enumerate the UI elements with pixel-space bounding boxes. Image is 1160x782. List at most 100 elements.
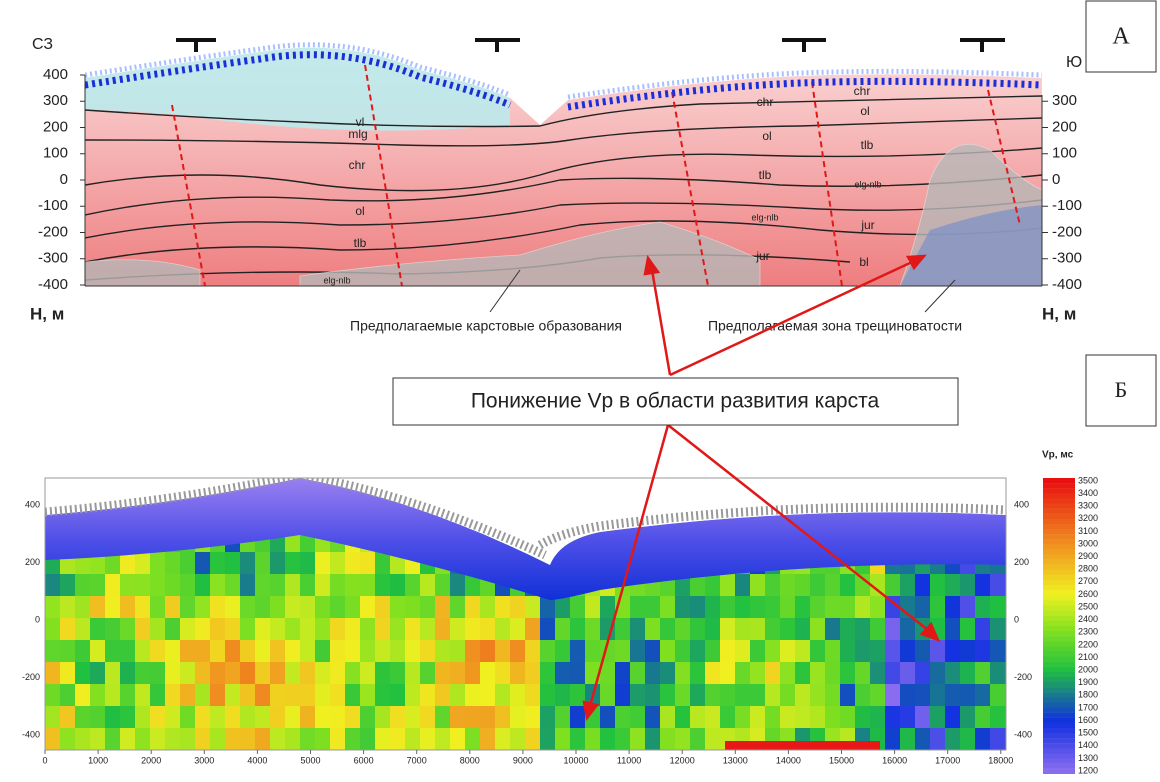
velocity-cell <box>930 684 946 707</box>
velocity-cell <box>915 640 931 663</box>
velocity-cell <box>315 706 331 729</box>
colorbar-cell <box>1043 590 1075 596</box>
velocity-cell <box>195 618 211 641</box>
velocity-cell <box>900 662 916 685</box>
velocity-cell <box>615 684 631 707</box>
colorbar-cell <box>1043 738 1075 744</box>
colorbar-cell <box>1043 712 1075 718</box>
section-a <box>85 42 1042 286</box>
velocity-cell <box>450 706 466 729</box>
y-tick-label: 400 <box>43 66 68 83</box>
colorbar-tick-label: 2600 <box>1078 589 1098 599</box>
y-tick-label: -200 <box>38 223 68 240</box>
velocity-cell <box>735 662 751 685</box>
velocity-cell <box>105 684 121 707</box>
colorbar-cell <box>1043 676 1075 683</box>
velocity-cell <box>195 684 211 707</box>
velocity-cell <box>75 618 91 641</box>
colorbar-cell <box>1043 498 1075 504</box>
colorbar-cell <box>1043 529 1075 535</box>
velocity-cell <box>120 684 136 707</box>
velocity-cell <box>705 596 721 619</box>
velocity-cell <box>900 640 916 663</box>
colorbar-cell <box>1043 733 1075 739</box>
velocity-cell <box>450 574 466 597</box>
velocity-cell <box>255 728 271 750</box>
velocity-cell <box>615 662 631 685</box>
velocity-cell <box>120 640 136 663</box>
panel-label-box <box>1085 0 1157 73</box>
velocity-cell <box>465 684 481 707</box>
velocity-cell <box>180 552 196 575</box>
velocity-cell <box>195 596 211 619</box>
velocity-cell <box>390 684 406 707</box>
velocity-cell <box>330 552 346 575</box>
x-tick-label: 12000 <box>670 755 695 765</box>
velocity-cell <box>615 728 631 750</box>
velocity-cell <box>855 662 871 685</box>
velocity-cell <box>630 684 646 707</box>
colorbar-cell <box>1043 549 1075 555</box>
velocity-cell <box>45 684 61 707</box>
velocity-cell <box>120 706 136 729</box>
velocity-cell <box>210 596 226 619</box>
velocity-cell <box>765 706 781 729</box>
plot-frame <box>44 477 1007 751</box>
colorbar-tick-label: 3500 <box>1078 475 1098 485</box>
velocity-cell <box>60 706 76 729</box>
velocity-cell <box>600 728 616 750</box>
velocity-cell <box>570 728 586 750</box>
velocity-cell <box>210 728 226 750</box>
colorbar-cell <box>1043 717 1075 723</box>
velocity-cell <box>750 574 766 597</box>
velocity-cell <box>690 640 706 663</box>
velocity-cell <box>480 596 496 619</box>
velocity-cell <box>585 728 601 750</box>
velocity-cell <box>765 596 781 619</box>
x-tick-label: 3000 <box>194 755 214 765</box>
velocity-cell <box>390 640 406 663</box>
velocity-cell <box>195 728 211 750</box>
layer-label: ol <box>762 129 771 143</box>
velocity-cell <box>255 574 271 597</box>
velocity-cell <box>195 640 211 663</box>
y-tick-label: -400 <box>1014 729 1032 739</box>
velocity-cell <box>855 574 871 597</box>
velocity-cell <box>90 640 106 663</box>
colorbar-cell <box>1043 636 1075 642</box>
velocity-cell <box>525 706 541 729</box>
velocity-cell <box>480 728 496 750</box>
velocity-cell <box>840 618 856 641</box>
velocity-cell <box>705 662 721 685</box>
colorbar-cell <box>1043 559 1075 565</box>
colorbar-cell <box>1043 615 1075 621</box>
velocity-cell <box>900 596 916 619</box>
velocity-cell <box>600 706 616 729</box>
velocity-cell <box>360 662 376 685</box>
velocity-cell <box>270 684 286 707</box>
colorbar-title: Vp, мс <box>1042 450 1074 461</box>
velocity-cell <box>675 596 691 619</box>
colorbar-cell <box>1043 493 1075 499</box>
velocity-cell <box>465 640 481 663</box>
layer-label: ol <box>355 204 364 218</box>
velocity-cell <box>375 728 391 750</box>
velocity-cell <box>75 596 91 619</box>
y-tick-label: -100 <box>1052 197 1082 214</box>
colorbar-cell <box>1043 687 1075 693</box>
velocity-cell <box>510 596 526 619</box>
velocity-cell <box>105 728 121 750</box>
velocity-cell <box>780 640 796 663</box>
velocity-cell <box>150 706 166 729</box>
velocity-cell <box>540 640 556 663</box>
velocity-cell <box>375 552 391 575</box>
velocity-cell <box>255 552 271 575</box>
colorbar-cell <box>1043 483 1075 489</box>
velocity-cell <box>375 618 391 641</box>
velocity-cell <box>435 684 451 707</box>
y-tick-label: 300 <box>1052 92 1077 109</box>
velocity-cell <box>180 574 196 597</box>
velocity-cell <box>525 596 541 619</box>
velocity-cell <box>180 684 196 707</box>
velocity-cell <box>840 684 856 707</box>
